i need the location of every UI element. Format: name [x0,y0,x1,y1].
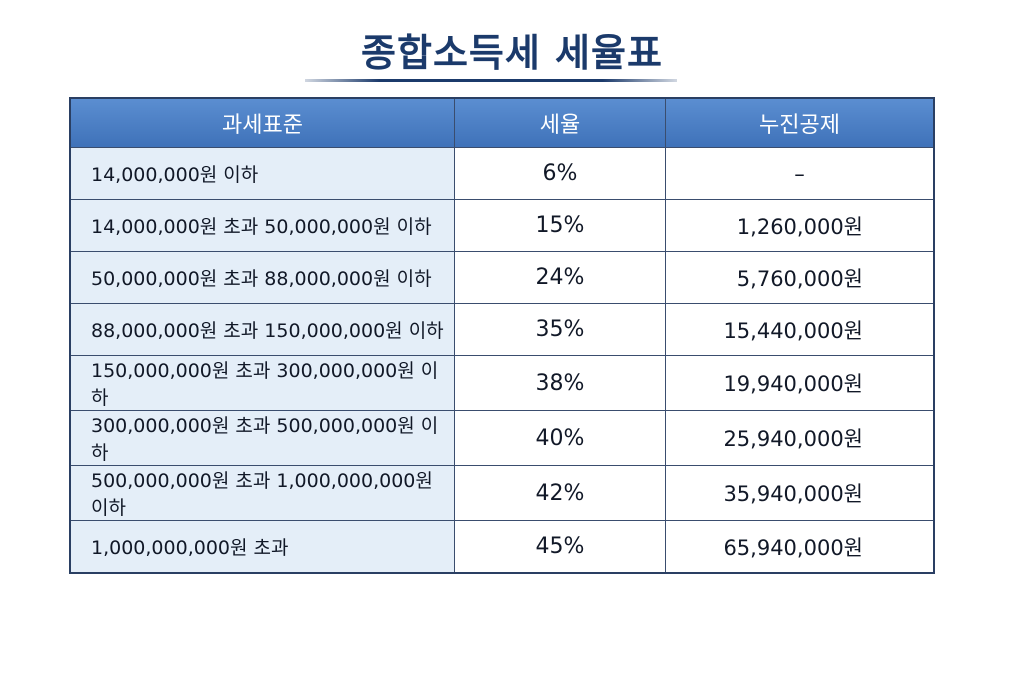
table-cell: 15% [454,199,666,252]
title: 종합소득세 세율표 [361,31,663,75]
table-cell: 15,440,000원 [665,303,935,356]
table-cell: 25,940,000원 [665,410,935,466]
table-cell: 50,000,000원 초과 88,000,000원 이하 [69,251,455,304]
table-cell: 300,000,000원 초과 500,000,000원 이하 [69,410,455,466]
column-header: 세율 [454,97,666,148]
table-row: 88,000,000원 초과 150,000,000원 이하 35% 15,440,… [69,303,935,356]
table-cell: 14,000,000원 초과 50,000,000원 이하 [69,199,455,252]
table-cell: 42% [454,465,666,521]
table-cell: 500,000,000원 초과 1,000,000,000원 이하 [69,465,455,521]
table-cell: 35% [454,303,666,356]
column-header: 과세표준 [69,97,455,148]
table-cell: 1,260,000원 [665,199,935,252]
column-header: 누진공제 [665,97,935,148]
table-row: 1,000,000,000원 초과 45% 65,940,000원 [69,520,935,574]
table-row: 50,000,000원 초과 88,000,000원 이하 24% 5,760,00… [69,251,935,304]
table-cell: 6% [454,147,666,200]
table-row: 14,000,000원 초과 50,000,000원 이하 15% 1,260,00… [69,199,935,252]
table-row: 150,000,000원 초과 300,000,000원 이하 38% 19,940… [69,355,935,411]
table-cell: 88,000,000원 초과 150,000,000원 이하 [69,303,455,356]
table-cell: 40% [454,410,666,466]
table-cell: 38% [454,355,666,411]
table-cell: – [665,147,935,200]
table-cell: 65,940,000원 [665,520,935,574]
table-row: 500,000,000원 초과 1,000,000,000원 이하 42% 35,9… [69,465,935,521]
table-body: 14,000,000원 이하 6% –14,000,000원 초과 50,000,0… [69,147,935,574]
table-row: 14,000,000원 이하 6% – [69,147,935,200]
table-cell: 35,940,000원 [665,465,935,521]
title-underline [305,79,677,82]
tax-table: 과세표준 세율 누진공제 14,000,000원 이하 6% –14,000,000원 … [69,97,935,574]
table-cell: 19,940,000원 [665,355,935,411]
table-cell: 5,760,000원 [665,251,935,304]
table-cell: 150,000,000원 초과 300,000,000원 이하 [69,355,455,411]
table-row: 300,000,000원 초과 500,000,000원 이하 40% 25,940… [69,410,935,466]
table-cell: 24% [454,251,666,304]
header-row: 과세표준 세율 누진공제 [69,97,935,148]
table-cell: 45% [454,520,666,574]
table-cell: 1,000,000,000원 초과 [69,520,455,574]
table-cell: 14,000,000원 이하 [69,147,455,200]
